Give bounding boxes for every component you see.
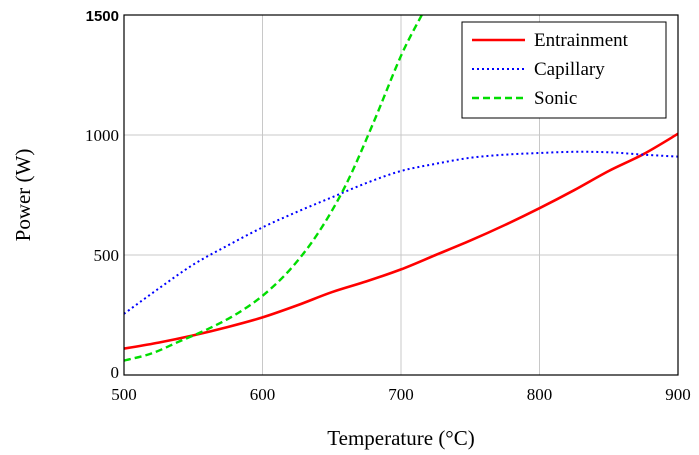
x-tick-label: 600	[250, 385, 276, 404]
y-tick-label: 0	[111, 363, 120, 382]
series-layer	[124, 15, 678, 362]
legend: Entrainment Capillary Sonic	[461, 21, 667, 119]
legend-box	[461, 21, 667, 119]
y-tick-label: 1000	[85, 126, 119, 145]
y-tick-label: 500	[94, 246, 120, 265]
y-axis-label: Power (W)	[11, 149, 35, 242]
x-tick-label: 500	[111, 385, 137, 404]
x-axis-label: Temperature (°C)	[327, 426, 474, 450]
plot-frame	[123, 14, 679, 376]
tick-labels: 500 600 700 800 900 0 500 1000 1500	[85, 8, 691, 404]
series-line-sonic	[124, 15, 423, 362]
y-tick-label: 1500	[86, 8, 119, 25]
x-tick-label: 900	[665, 385, 691, 404]
x-tick-label: 800	[527, 385, 553, 404]
series-line-entrainment	[124, 132, 678, 350]
x-tick-label: 700	[388, 385, 414, 404]
legend-label-entrainment: Entrainment	[534, 30, 629, 51]
legend-label-capillary: Capillary	[534, 59, 605, 80]
legend-label-sonic: Sonic	[534, 88, 577, 109]
